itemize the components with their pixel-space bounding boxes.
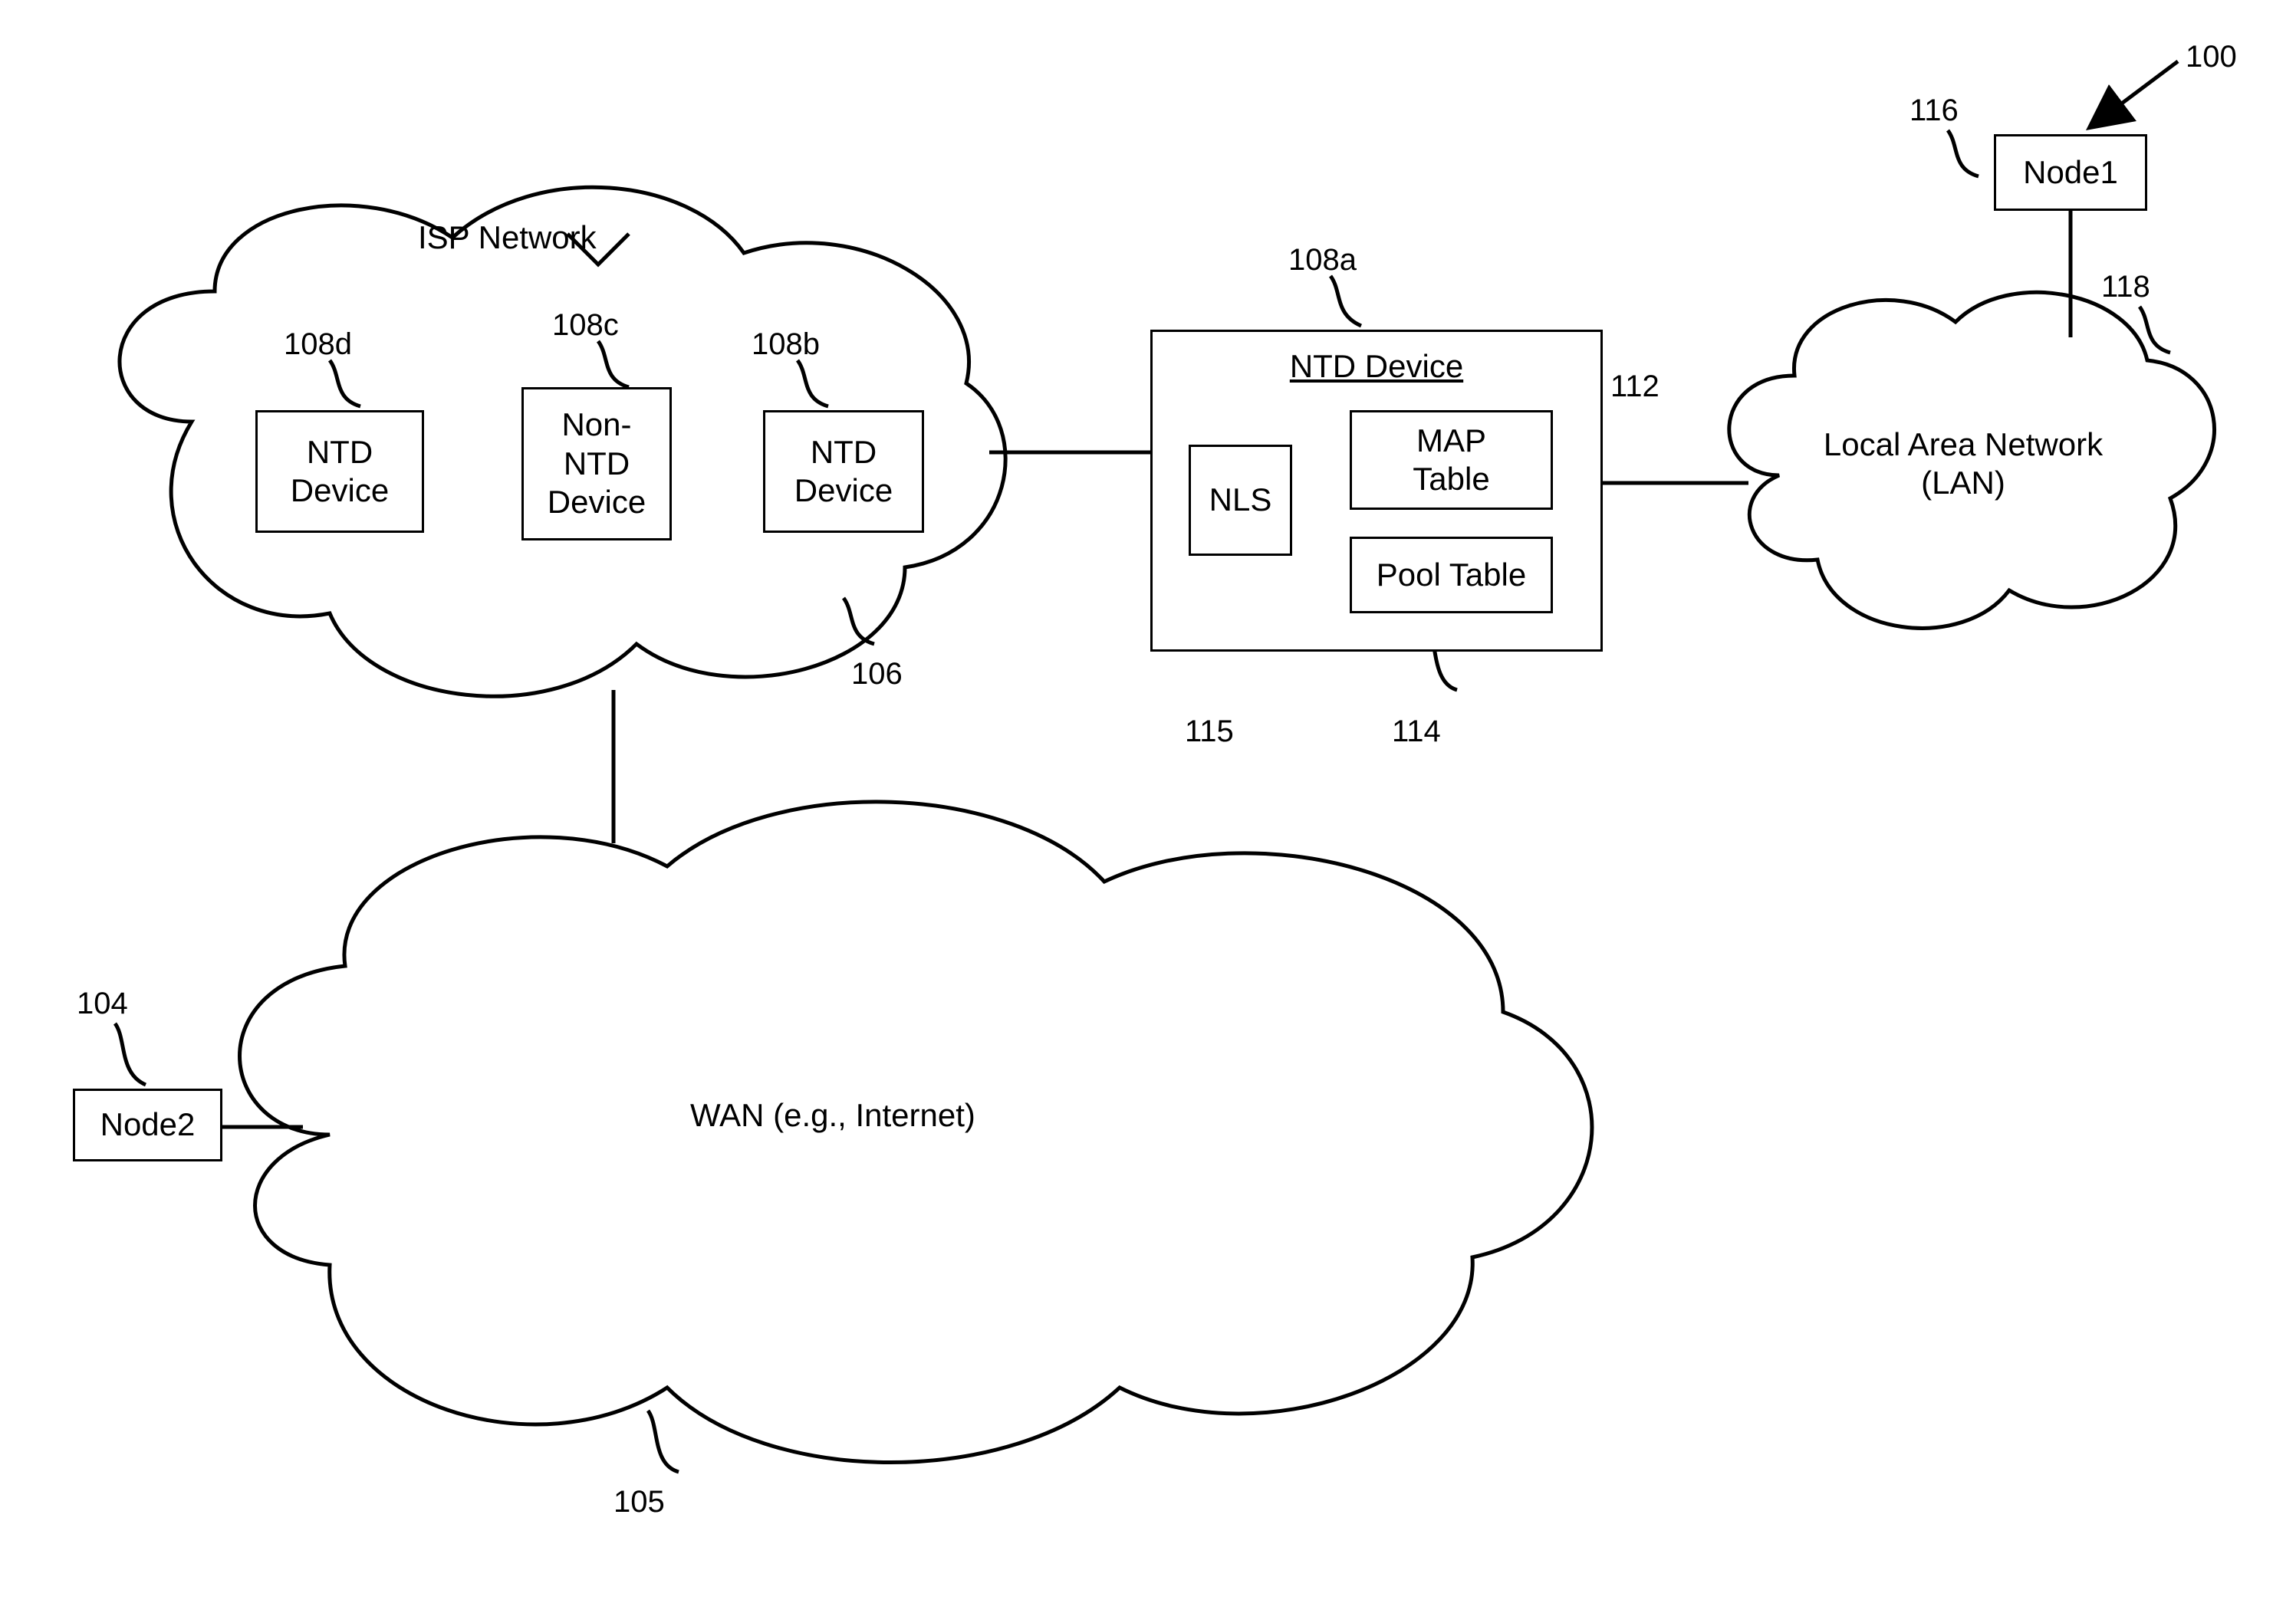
node2-text: Node2 (100, 1105, 196, 1144)
ref-108b-squiggle (798, 360, 828, 406)
ref-104: 104 (77, 985, 128, 1022)
ref-108d-squiggle (330, 360, 360, 406)
map-table-box: MAP Table (1350, 410, 1553, 510)
ntd-device-title: NTD Device (1176, 347, 1577, 386)
ntd-device-d-box: NTD Device (255, 410, 424, 533)
ref-106: 106 (851, 655, 903, 692)
ref-100: 100 (2186, 38, 2237, 75)
ntd-device-b-text: NTD Device (794, 433, 893, 511)
non-ntd-device-text: Non- NTD Device (548, 406, 646, 521)
pool-table-box: Pool Table (1350, 537, 1553, 613)
ref-108a: 108a (1288, 241, 1357, 278)
wan-label: WAN (e.g., Internet) (690, 1096, 975, 1135)
ref-108c: 108c (552, 307, 619, 343)
nls-box: NLS (1189, 445, 1292, 556)
nls-text: NLS (1209, 481, 1272, 519)
ref-114: 114 (1392, 713, 1441, 750)
node1-text: Node1 (2023, 153, 2118, 192)
ref-108d: 108d (284, 326, 352, 363)
non-ntd-device-box: Non- NTD Device (521, 387, 672, 540)
ref-115: 115 (1185, 713, 1234, 750)
ref-108c-squiggle (598, 341, 629, 387)
ref-116: 116 (1909, 92, 1959, 129)
ref-108b: 108b (752, 326, 820, 363)
ref-116-squiggle (1948, 130, 1979, 176)
lan-label: Local Area Network (LAN) (1802, 425, 2124, 503)
ref-104-squiggle (115, 1023, 146, 1085)
ref-118: 118 (2101, 268, 2150, 305)
isp-network-label: ISP Network (418, 218, 597, 257)
ref-105: 105 (613, 1483, 665, 1520)
map-table-text: MAP Table (1413, 422, 1489, 499)
ntd-device-d-text: NTD Device (291, 433, 389, 511)
ref-100-arrow (2117, 61, 2178, 107)
ref-108a-squiggle (1331, 276, 1361, 326)
node2-box: Node2 (73, 1089, 222, 1161)
ref-105-squiggle (648, 1411, 679, 1472)
diagram-svg (0, 0, 2296, 1613)
pool-table-text: Pool Table (1377, 556, 1526, 594)
node1-box: Node1 (1994, 134, 2147, 211)
ref-112: 112 (1610, 368, 1660, 405)
ntd-device-b-box: NTD Device (763, 410, 924, 533)
